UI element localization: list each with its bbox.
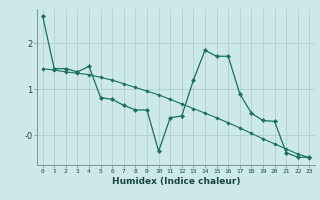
X-axis label: Humidex (Indice chaleur): Humidex (Indice chaleur) [112,177,240,186]
